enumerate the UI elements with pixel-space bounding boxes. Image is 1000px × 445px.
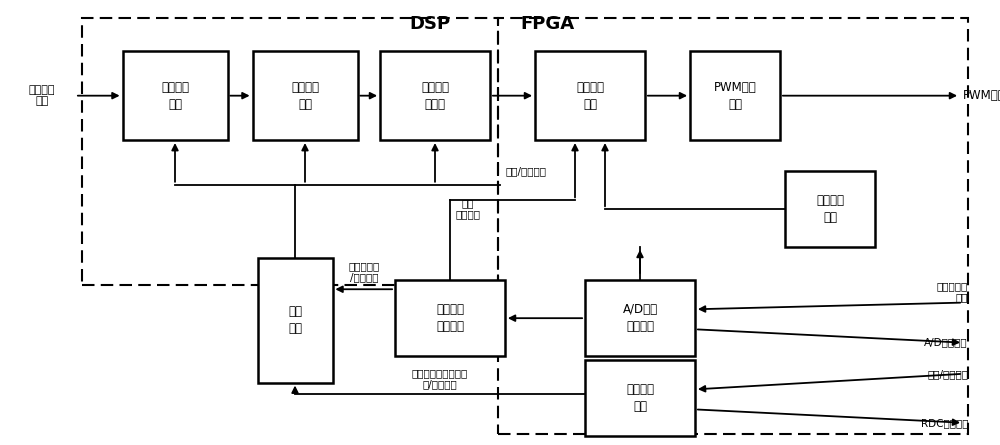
Bar: [535, 51, 645, 140]
Bar: [498, 18, 968, 434]
Text: RDC控制信号: RDC控制信号: [920, 418, 968, 428]
Text: 速度环控
制器: 速度环控 制器: [291, 81, 319, 111]
Text: 故障诊断
模块: 故障诊断 模块: [816, 194, 844, 224]
Bar: [82, 18, 498, 285]
Text: 相绕组电流
信号: 相绕组电流 信号: [937, 281, 968, 302]
Text: 机械传感器得到的位
置/速度信号: 机械传感器得到的位 置/速度信号: [412, 368, 468, 389]
Text: PWM生成
模块: PWM生成 模块: [714, 81, 756, 111]
Text: 无传感器
控制模块: 无传感器 控制模块: [436, 303, 464, 333]
Bar: [585, 280, 695, 356]
Text: 估计的位置
/速度信号: 估计的位置 /速度信号: [348, 261, 379, 283]
Text: DSP: DSP: [409, 16, 451, 33]
Bar: [785, 171, 875, 247]
Bar: [258, 258, 332, 383]
Text: 控制指令
信号: 控制指令 信号: [29, 85, 55, 106]
Text: 位置/速度信号: 位置/速度信号: [505, 167, 546, 177]
Bar: [395, 280, 505, 356]
Bar: [690, 51, 780, 140]
Text: A/D采样
控制模块: A/D采样 控制模块: [622, 303, 658, 333]
Text: FPGA: FPGA: [520, 16, 574, 33]
Text: 切换
开关: 切换 开关: [288, 305, 302, 336]
Bar: [252, 51, 358, 140]
Text: PWM信号: PWM信号: [963, 89, 1000, 102]
Text: 位置环控
制器: 位置环控 制器: [161, 81, 189, 111]
Text: 电流
反馈信号: 电流 反馈信号: [455, 198, 480, 220]
Bar: [380, 51, 490, 140]
Text: 位置/速度信号: 位置/速度信号: [927, 369, 968, 379]
Text: 旋变控制
模块: 旋变控制 模块: [626, 383, 654, 413]
Text: A/D控制信号: A/D控制信号: [924, 338, 968, 348]
Text: 电流环控
制器: 电流环控 制器: [576, 81, 604, 111]
Text: 最优转矩
控制器: 最优转矩 控制器: [421, 81, 449, 111]
Bar: [122, 51, 228, 140]
Bar: [585, 360, 695, 436]
